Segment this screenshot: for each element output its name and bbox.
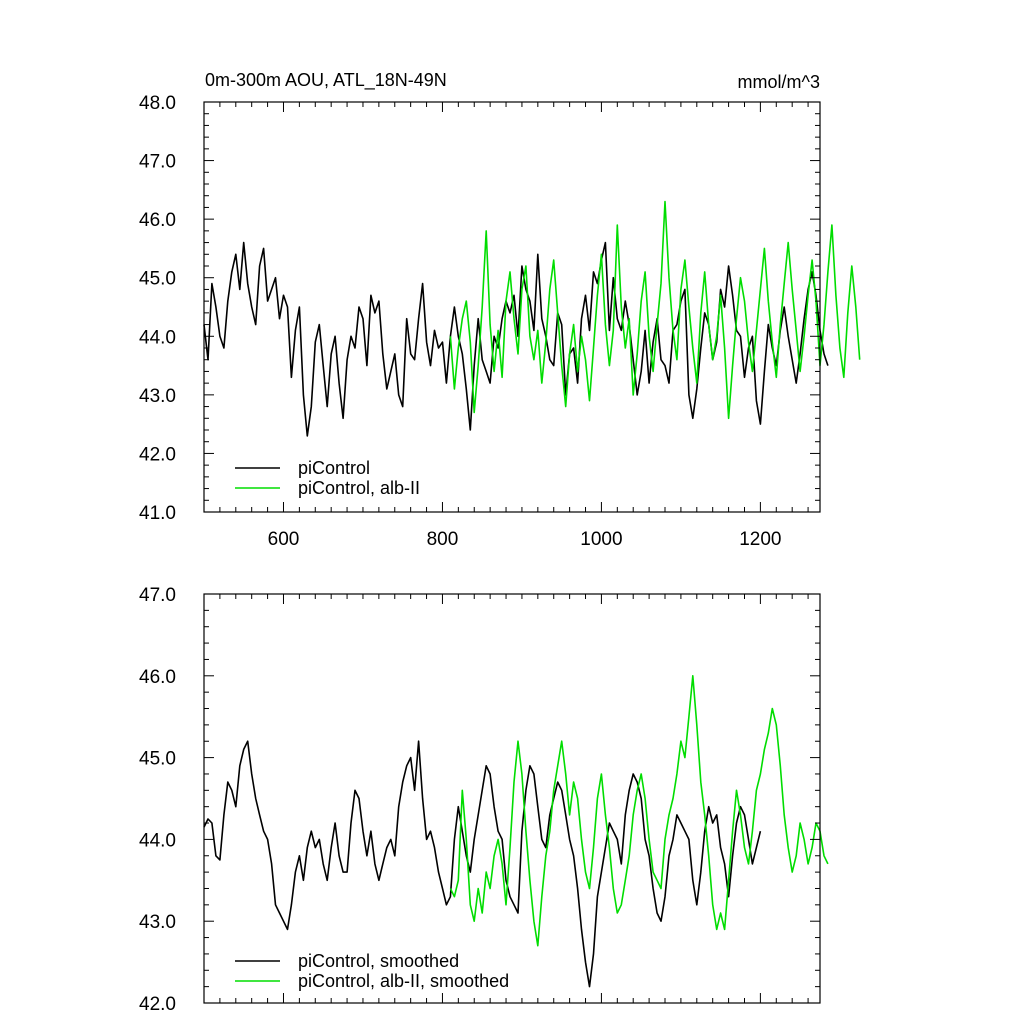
top-panel-title: 0m-300m AOU, ATL_18N-49N: [205, 70, 447, 91]
y-tick-label: 42.0: [139, 444, 176, 465]
y-tick-label: 42.0: [139, 994, 176, 1015]
y-tick-label: 45.0: [139, 749, 176, 770]
y-tick-label: 41.0: [139, 503, 176, 524]
y-tick-label: 46.0: [139, 210, 176, 231]
bottom-panel: 42.0 43.0 44.0 45.0 46.0 47.0 piControl, smoot…: [139, 585, 829, 1015]
y-tick-label: 47.0: [139, 585, 176, 606]
y-tick-label: 46.0: [139, 667, 176, 688]
legend-label-0: piControl, smoothed: [298, 951, 459, 971]
top-panel-units: mmol/m^3: [738, 72, 820, 92]
plot-frame: [203, 593, 821, 1004]
plot-frame: [203, 101, 821, 513]
series-line-1: [449, 200, 861, 420]
y-tick-label: 44.0: [139, 830, 176, 851]
series-line-0: [203, 241, 829, 437]
y-tick-label: 44.0: [139, 327, 176, 348]
series-line-0: [203, 740, 762, 988]
y-tick-label: 48.0: [139, 93, 176, 114]
y-tick-label: 45.0: [139, 269, 176, 290]
x-tick-label: 600: [268, 529, 300, 550]
legend-label-0: piControl: [298, 458, 370, 478]
x-tick-label: 1200: [739, 529, 781, 550]
y-tick-label: 43.0: [139, 386, 176, 407]
x-tick-label: 800: [427, 529, 459, 550]
series-line-1: [449, 675, 829, 947]
legend-label-1: piControl, alb-II: [298, 478, 420, 498]
y-tick-label: 43.0: [139, 912, 176, 933]
top-panel: 0m-300m AOU, ATL_18N-49N mmol/m^3 600 800…: [139, 70, 861, 550]
x-tick-label: 1000: [580, 529, 622, 550]
y-tick-label: 47.0: [139, 152, 176, 173]
legend-label-1: piControl, alb-II, smoothed: [298, 971, 509, 991]
